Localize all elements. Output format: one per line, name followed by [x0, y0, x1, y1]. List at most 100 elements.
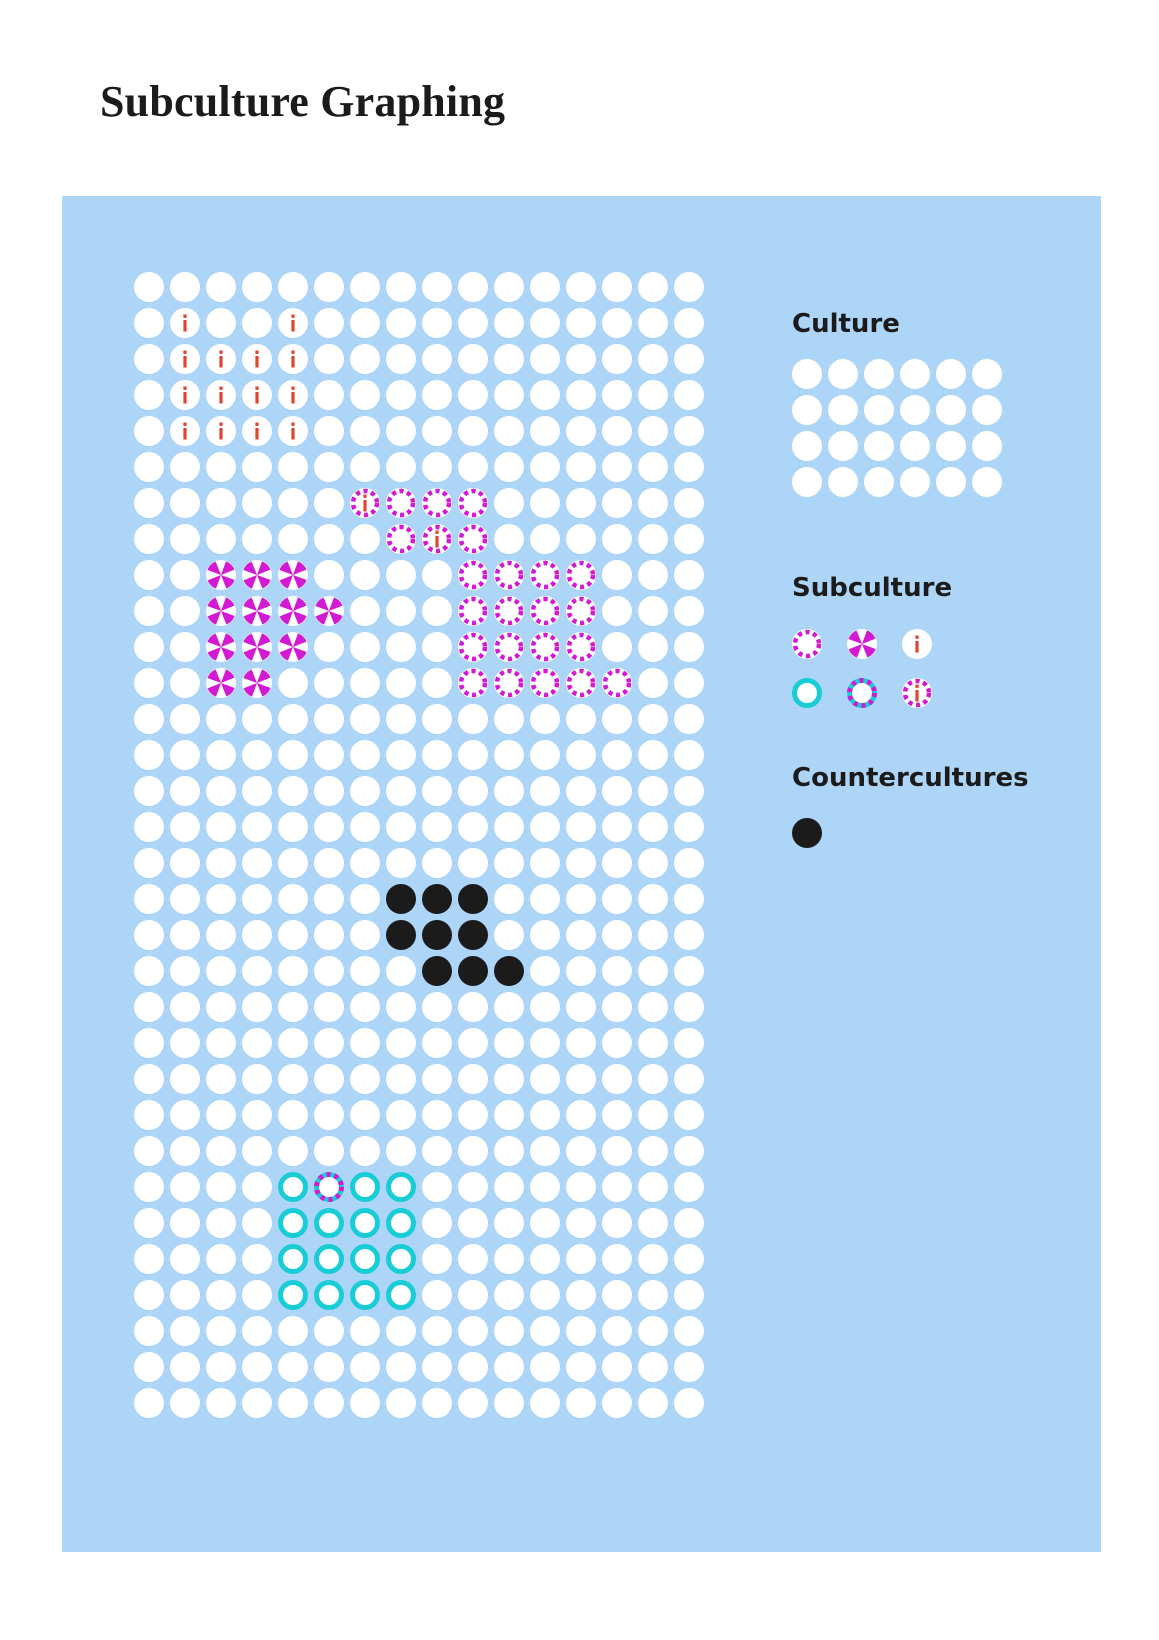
culture-dot: [278, 884, 308, 914]
culture-dot: [206, 704, 236, 734]
culture-dot: [206, 992, 236, 1022]
culture-dot: [422, 416, 452, 446]
culture-dot: [458, 812, 488, 842]
culture-dot: [566, 1280, 596, 1310]
culture-dot: [674, 956, 704, 986]
culture-dot: [134, 1316, 164, 1346]
culture-dot: [242, 740, 272, 770]
culture-dot: [638, 740, 668, 770]
culture-dot: [494, 1244, 524, 1274]
culture-dot: [458, 1388, 488, 1418]
culture-dot: [458, 992, 488, 1022]
culture-dot: [170, 668, 200, 698]
culture-dot: [134, 452, 164, 482]
culture-dot: [170, 1028, 200, 1058]
culture-dot: [530, 344, 560, 374]
legend-culture-dot: [900, 395, 930, 425]
culture-dot: [458, 272, 488, 302]
culture-dot: [530, 704, 560, 734]
culture-dot: [314, 380, 344, 410]
culture-dot: [638, 596, 668, 626]
culture-dot: [494, 344, 524, 374]
culture-dot: [566, 1136, 596, 1166]
culture-dot: [134, 488, 164, 518]
culture-dot: [566, 1208, 596, 1238]
culture-dot: [242, 1208, 272, 1238]
culture-dot: [386, 452, 416, 482]
culture-dot: [566, 1064, 596, 1094]
subculture-dot-ring: [278, 1208, 308, 1238]
subculture-dot-i: [278, 416, 308, 446]
culture-dot: [134, 1352, 164, 1382]
culture-dot: [602, 1064, 632, 1094]
legend-culture-dot: [972, 395, 1002, 425]
culture-dot: [602, 380, 632, 410]
culture-dot: [530, 1244, 560, 1274]
culture-dot: [170, 884, 200, 914]
culture-dot: [170, 272, 200, 302]
culture-dot: [602, 344, 632, 374]
culture-dot: [134, 1280, 164, 1310]
culture-dot: [494, 452, 524, 482]
subculture-dot-i: [170, 308, 200, 338]
culture-dot: [386, 1316, 416, 1346]
culture-dot: [566, 452, 596, 482]
culture-dot: [386, 380, 416, 410]
culture-dot: [350, 1388, 380, 1418]
culture-dot: [602, 308, 632, 338]
culture-dot: [674, 776, 704, 806]
culture-dot: [242, 884, 272, 914]
culture-dot: [242, 1064, 272, 1094]
culture-dot: [314, 1064, 344, 1094]
counterculture-dot: [422, 884, 452, 914]
culture-dot: [314, 992, 344, 1022]
culture-dot: [386, 632, 416, 662]
culture-dot: [170, 776, 200, 806]
culture-dot: [206, 1316, 236, 1346]
culture-dot: [638, 704, 668, 734]
culture-dot: [278, 704, 308, 734]
culture-dot: [602, 524, 632, 554]
culture-dot: [458, 848, 488, 878]
culture-dot: [566, 308, 596, 338]
culture-dot: [206, 920, 236, 950]
culture-dot: [530, 848, 560, 878]
culture-dot: [530, 1136, 560, 1166]
culture-dot: [674, 1172, 704, 1202]
subculture-dot-dashed: [458, 524, 488, 554]
culture-dot: [458, 452, 488, 482]
culture-dot: [170, 740, 200, 770]
culture-dot: [530, 1316, 560, 1346]
culture-dot: [134, 776, 164, 806]
culture-dot: [206, 848, 236, 878]
culture-dot: [458, 1100, 488, 1130]
subculture-dot-i: [278, 308, 308, 338]
culture-dot: [458, 1028, 488, 1058]
culture-dot: [566, 524, 596, 554]
culture-dot: [134, 560, 164, 590]
legend-culture-dot: [936, 359, 966, 389]
subculture-dot-i: [170, 416, 200, 446]
culture-dot: [638, 884, 668, 914]
culture-dot: [314, 884, 344, 914]
legend-culture-dot: [936, 395, 966, 425]
culture-dot: [638, 1244, 668, 1274]
culture-dot: [314, 848, 344, 878]
subculture-dot-dashedi: [350, 488, 380, 518]
culture-dot: [566, 1244, 596, 1274]
subculture-dot-i: [170, 380, 200, 410]
culture-dot: [494, 848, 524, 878]
culture-dot: [494, 776, 524, 806]
legend-counterculture-dots: [792, 818, 822, 848]
culture-dot: [494, 524, 524, 554]
subculture-dot-i: [206, 380, 236, 410]
culture-dot: [674, 1352, 704, 1382]
culture-dot: [386, 1388, 416, 1418]
subculture-dot-dashed: [494, 632, 524, 662]
page-title: Subculture Graphing: [100, 77, 506, 126]
culture-dot: [566, 488, 596, 518]
culture-dot: [206, 272, 236, 302]
culture-dot: [458, 1244, 488, 1274]
culture-dot: [242, 992, 272, 1022]
culture-dot: [530, 956, 560, 986]
